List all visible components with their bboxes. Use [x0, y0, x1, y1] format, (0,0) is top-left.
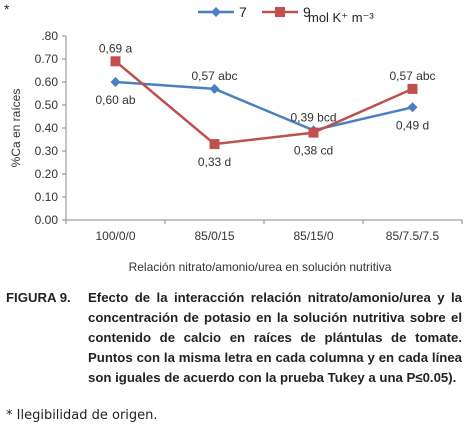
legend-marker-7	[211, 7, 221, 17]
x-tick-label: 100/0/0	[95, 229, 135, 243]
x-tick-label: 85/0/15	[194, 229, 234, 243]
data-point-9	[110, 56, 121, 67]
data-label-9: 0,57 abc	[389, 69, 435, 83]
series-line-9	[114, 60, 414, 146]
data-point-9	[209, 139, 220, 150]
data-label-7: 0,49 d	[396, 118, 429, 132]
y-tick-label: .80	[41, 29, 58, 43]
legend-label-9: 9	[303, 4, 311, 20]
y-tick-label: 0.60	[35, 75, 59, 89]
x-tick-label: 85/15/0	[293, 229, 333, 243]
y-tick-label: 0.50	[35, 98, 59, 112]
figure-label: FIGURA 9.	[6, 290, 71, 305]
chart: * 0.00 0.10 0.20 0.30 0.40 0.50 0.60 0.70 .80 100/…	[4, 1, 463, 274]
series-line-7	[115, 80, 413, 132]
corner-mark: *	[4, 1, 10, 17]
legend-label-7: 7	[239, 4, 247, 20]
y-tick-label: 0.30	[35, 144, 59, 158]
data-point-7	[110, 77, 121, 87]
data-label-7: 0,57 abc	[191, 69, 237, 83]
x-tick-label: 85/7.5/7.5	[386, 229, 440, 243]
legend-marker-9	[275, 7, 285, 17]
data-point-9	[407, 83, 418, 94]
y-axis-title: %Ca en raíces	[9, 89, 23, 168]
data-label-7: 0,60 ab	[95, 93, 135, 107]
y-tick-label: 0.20	[35, 167, 59, 181]
y-tick-label: 0.70	[35, 52, 59, 66]
y-tick-label: 0.00	[35, 213, 59, 227]
data-label-9: 0,38 cd	[294, 144, 333, 158]
data-label-9: 0,33 d	[198, 155, 231, 169]
data-point-7	[209, 83, 220, 94]
data-point-9	[308, 127, 319, 138]
caption-text: Efecto de la interacción relación nitrat…	[88, 290, 462, 385]
x-axis-title: Relación nitrato/amonio/urea en solución…	[129, 260, 392, 274]
legend-unit: mol K⁺ m⁻³	[308, 10, 374, 25]
data-label-7: 0,39 bcd	[290, 110, 336, 124]
y-tick-label: 0.10	[35, 190, 59, 204]
data-point-7	[407, 102, 418, 113]
y-tick-label: 0.40	[35, 121, 59, 135]
data-label-9: 0,69 a	[99, 41, 133, 55]
footnote: * Ilegibilidad de origen.	[6, 408, 158, 423]
